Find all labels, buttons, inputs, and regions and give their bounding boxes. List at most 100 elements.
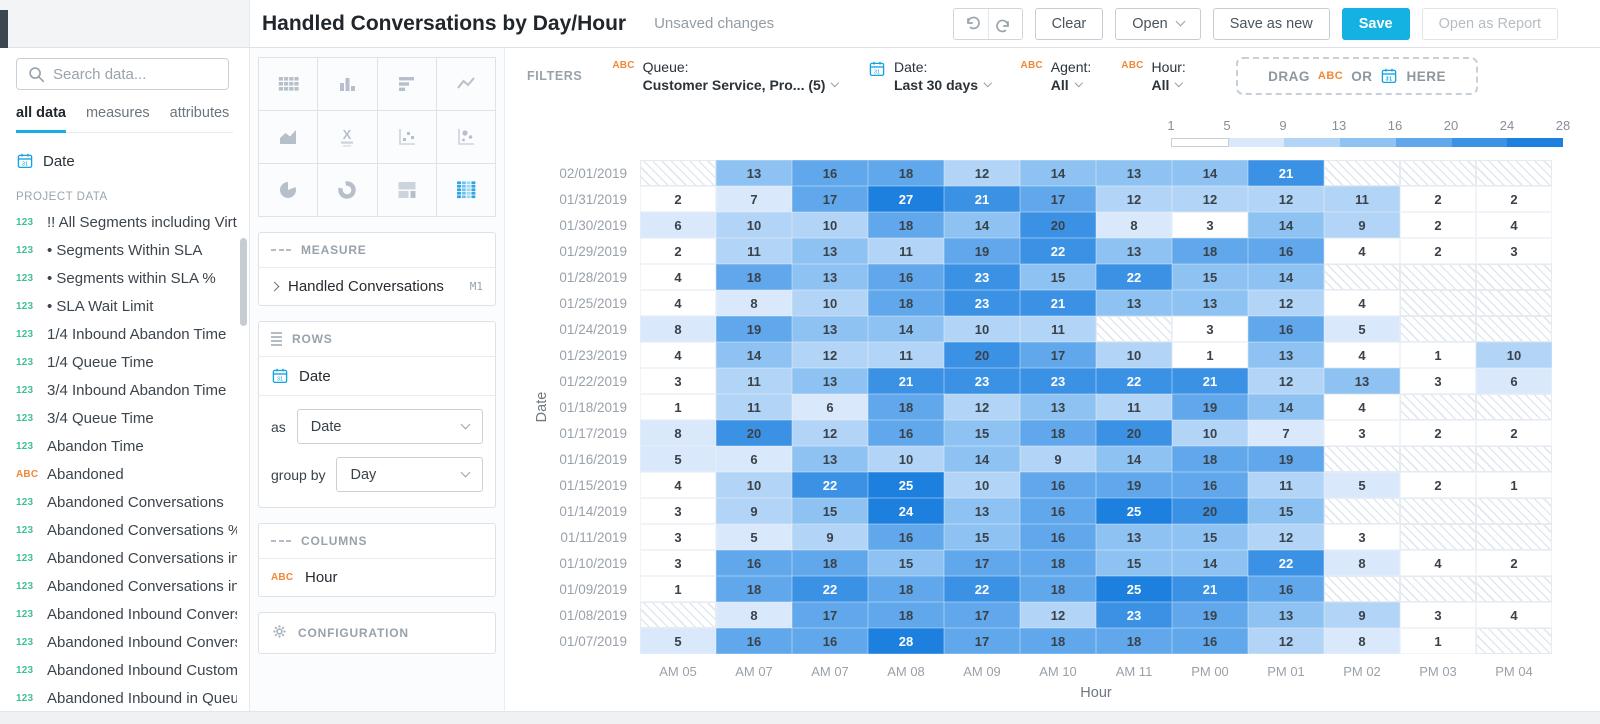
heatmap-cell-01/24/2019-AM 09[interactable]: 10: [944, 316, 1020, 342]
catalogue-item-10[interactable]: 123 Abandoned Conversations: [0, 488, 249, 516]
tab-attributes[interactable]: attributes: [169, 105, 230, 121]
heatmap-cell-01/17/2019-PM 01[interactable]: 7: [1248, 420, 1324, 446]
heatmap-cell-01/07/2019-AM 08[interactable]: 28: [868, 628, 944, 654]
heatmap-cell-01/22/2019-AM 07[interactable]: 13: [792, 368, 868, 394]
heatmap-cell-01/16/2019-PM 04[interactable]: [1476, 446, 1552, 472]
heatmap-cell-01/14/2019-AM 07[interactable]: 9: [716, 498, 792, 524]
heatmap-cell-01/11/2019-PM 04[interactable]: [1476, 524, 1552, 550]
heatmap-cell-01/22/2019-AM 07[interactable]: 11: [716, 368, 792, 394]
heatmap-cell-01/29/2019-AM 07[interactable]: 11: [716, 238, 792, 264]
heatmap-cell-01/16/2019-AM 10[interactable]: 9: [1020, 446, 1096, 472]
search-input[interactable]: [53, 65, 219, 83]
heatmap-cell-01/31/2019-PM 00[interactable]: 12: [1172, 186, 1248, 212]
heatmap-cell-01/08/2019-AM 05[interactable]: [640, 602, 716, 628]
filter-date[interactable]: 31 Date: Last 30 days: [868, 59, 992, 93]
heatmap-cell-01/22/2019-AM 05[interactable]: 3: [640, 368, 716, 394]
heatmap-cell-02/01/2019-PM 04[interactable]: [1476, 160, 1552, 186]
catalogue-item-0[interactable]: 123 !! All Segments including Virtual: [0, 208, 249, 236]
heatmap-cell-02/01/2019-AM 10[interactable]: 14: [1020, 160, 1096, 186]
heatmap-cell-01/09/2019-PM 04[interactable]: [1476, 576, 1552, 602]
catalogue-item-1[interactable]: 123 • Segments Within SLA: [0, 236, 249, 264]
heatmap-cell-01/17/2019-AM 07[interactable]: 20: [716, 420, 792, 446]
heatmap-cell-01/24/2019-AM 05[interactable]: 8: [640, 316, 716, 342]
catalogue-item-13[interactable]: 123 Abandoned Conversations in...: [0, 572, 249, 600]
heatmap-cell-01/31/2019-AM 07[interactable]: 7: [716, 186, 792, 212]
heatmap-cell-01/08/2019-PM 01[interactable]: 13: [1248, 602, 1324, 628]
heatmap-cell-01/30/2019-AM 08[interactable]: 18: [868, 212, 944, 238]
filter-hour[interactable]: ABC Hour: All: [1121, 59, 1186, 93]
heatmap-cell-01/11/2019-PM 01[interactable]: 12: [1248, 524, 1324, 550]
heatmap-cell-01/29/2019-PM 03[interactable]: 2: [1400, 238, 1476, 264]
heatmap-cell-01/10/2019-PM 03[interactable]: 4: [1400, 550, 1476, 576]
save-as-new-button[interactable]: Save as new: [1212, 7, 1330, 40]
vis-type-bar-chart[interactable]: [377, 58, 436, 110]
heatmap-cell-01/31/2019-AM 07[interactable]: 17: [792, 186, 868, 212]
vis-type-headline[interactable]: X: [318, 111, 377, 163]
heatmap-cell-01/29/2019-AM 07[interactable]: 13: [792, 238, 868, 264]
heatmap-cell-01/22/2019-AM 10[interactable]: 23: [1020, 368, 1096, 394]
heatmap-cell-01/07/2019-AM 07[interactable]: 16: [792, 628, 868, 654]
heatmap-cell-01/16/2019-AM 05[interactable]: 5: [640, 446, 716, 472]
heatmap-cell-01/25/2019-AM 11[interactable]: 13: [1096, 290, 1172, 316]
heatmap-cell-01/07/2019-PM 03[interactable]: 1: [1400, 628, 1476, 654]
heatmap-cell-01/30/2019-PM 01[interactable]: 14: [1248, 212, 1324, 238]
heatmap-cell-01/17/2019-AM 09[interactable]: 15: [944, 420, 1020, 446]
heatmap-cell-01/10/2019-AM 05[interactable]: 3: [640, 550, 716, 576]
heatmap-cell-01/24/2019-AM 07[interactable]: 19: [716, 316, 792, 342]
heatmap-cell-01/28/2019-PM 00[interactable]: 15: [1172, 264, 1248, 290]
heatmap-cell-02/01/2019-PM 02[interactable]: [1324, 160, 1400, 186]
heatmap-cell-01/15/2019-AM 07[interactable]: 10: [716, 472, 792, 498]
heatmap-cell-01/09/2019-PM 03[interactable]: [1400, 576, 1476, 602]
heatmap-cell-01/16/2019-PM 00[interactable]: 18: [1172, 446, 1248, 472]
heatmap-cell-01/25/2019-AM 08[interactable]: 18: [868, 290, 944, 316]
heatmap-cell-01/15/2019-AM 07[interactable]: 22: [792, 472, 868, 498]
heatmap-cell-01/31/2019-PM 01[interactable]: 12: [1248, 186, 1324, 212]
heatmap-cell-01/18/2019-AM 07[interactable]: 11: [716, 394, 792, 420]
heatmap-cell-01/28/2019-PM 04[interactable]: [1476, 264, 1552, 290]
heatmap-cell-01/30/2019-AM 11[interactable]: 8: [1096, 212, 1172, 238]
heatmap-cell-02/01/2019-AM 07[interactable]: 13: [716, 160, 792, 186]
heatmap-cell-01/16/2019-AM 08[interactable]: 10: [868, 446, 944, 472]
heatmap-cell-01/10/2019-PM 04[interactable]: 2: [1476, 550, 1552, 576]
columns-item-hour[interactable]: ABC Hour: [259, 559, 495, 596]
redo-button[interactable]: [987, 8, 1022, 39]
heatmap-cell-01/14/2019-AM 11[interactable]: 25: [1096, 498, 1172, 524]
heatmap-cell-01/22/2019-PM 03[interactable]: 3: [1400, 368, 1476, 394]
heatmap-cell-01/24/2019-AM 07[interactable]: 13: [792, 316, 868, 342]
heatmap-cell-01/17/2019-PM 00[interactable]: 10: [1172, 420, 1248, 446]
heatmap-cell-01/23/2019-AM 08[interactable]: 11: [868, 342, 944, 368]
heatmap-cell-01/31/2019-AM 05[interactable]: 2: [640, 186, 716, 212]
heatmap-cell-01/23/2019-PM 04[interactable]: 10: [1476, 342, 1552, 368]
heatmap-cell-01/22/2019-PM 02[interactable]: 13: [1324, 368, 1400, 394]
heatmap-cell-01/15/2019-PM 00[interactable]: 16: [1172, 472, 1248, 498]
heatmap-cell-01/25/2019-AM 07[interactable]: 10: [792, 290, 868, 316]
heatmap-cell-01/09/2019-AM 11[interactable]: 25: [1096, 576, 1172, 602]
heatmap-cell-01/17/2019-AM 10[interactable]: 18: [1020, 420, 1096, 446]
heatmap-cell-01/08/2019-PM 02[interactable]: 9: [1324, 602, 1400, 628]
heatmap-cell-01/23/2019-AM 09[interactable]: 20: [944, 342, 1020, 368]
sidebar-scrollbar-thumb[interactable]: [240, 238, 247, 326]
heatmap-cell-01/08/2019-PM 00[interactable]: 19: [1172, 602, 1248, 628]
heatmap-cell-01/22/2019-PM 04[interactable]: 6: [1476, 368, 1552, 394]
rows-item-date[interactable]: 31 Date: [259, 357, 495, 396]
heatmap-cell-01/24/2019-AM 10[interactable]: 11: [1020, 316, 1096, 342]
heatmap-cell-01/18/2019-PM 02[interactable]: 4: [1324, 394, 1400, 420]
heatmap-cell-01/15/2019-PM 01[interactable]: 11: [1248, 472, 1324, 498]
heatmap-cell-01/28/2019-AM 07[interactable]: 13: [792, 264, 868, 290]
heatmap-cell-01/30/2019-AM 07[interactable]: 10: [792, 212, 868, 238]
catalogue-item-8[interactable]: 123 Abandon Time: [0, 432, 249, 460]
heatmap-cell-01/09/2019-AM 07[interactable]: 18: [716, 576, 792, 602]
heatmap-cell-01/23/2019-PM 02[interactable]: 4: [1324, 342, 1400, 368]
heatmap-cell-01/17/2019-AM 08[interactable]: 16: [868, 420, 944, 446]
catalogue-item-7[interactable]: 123 3/4 Queue Time: [0, 404, 249, 432]
heatmap-cell-01/22/2019-AM 08[interactable]: 21: [868, 368, 944, 394]
heatmap-cell-01/25/2019-PM 01[interactable]: 12: [1248, 290, 1324, 316]
heatmap-cell-01/25/2019-AM 07[interactable]: 8: [716, 290, 792, 316]
heatmap-cell-01/08/2019-AM 09[interactable]: 17: [944, 602, 1020, 628]
heatmap-cell-01/15/2019-AM 08[interactable]: 25: [868, 472, 944, 498]
heatmap-cell-01/14/2019-AM 07[interactable]: 15: [792, 498, 868, 524]
heatmap-cell-01/18/2019-PM 04[interactable]: [1476, 394, 1552, 420]
catalogue-item-6[interactable]: 123 3/4 Inbound Abandon Time: [0, 376, 249, 404]
heatmap-cell-01/23/2019-AM 10[interactable]: 17: [1020, 342, 1096, 368]
heatmap-cell-01/23/2019-PM 03[interactable]: 1: [1400, 342, 1476, 368]
